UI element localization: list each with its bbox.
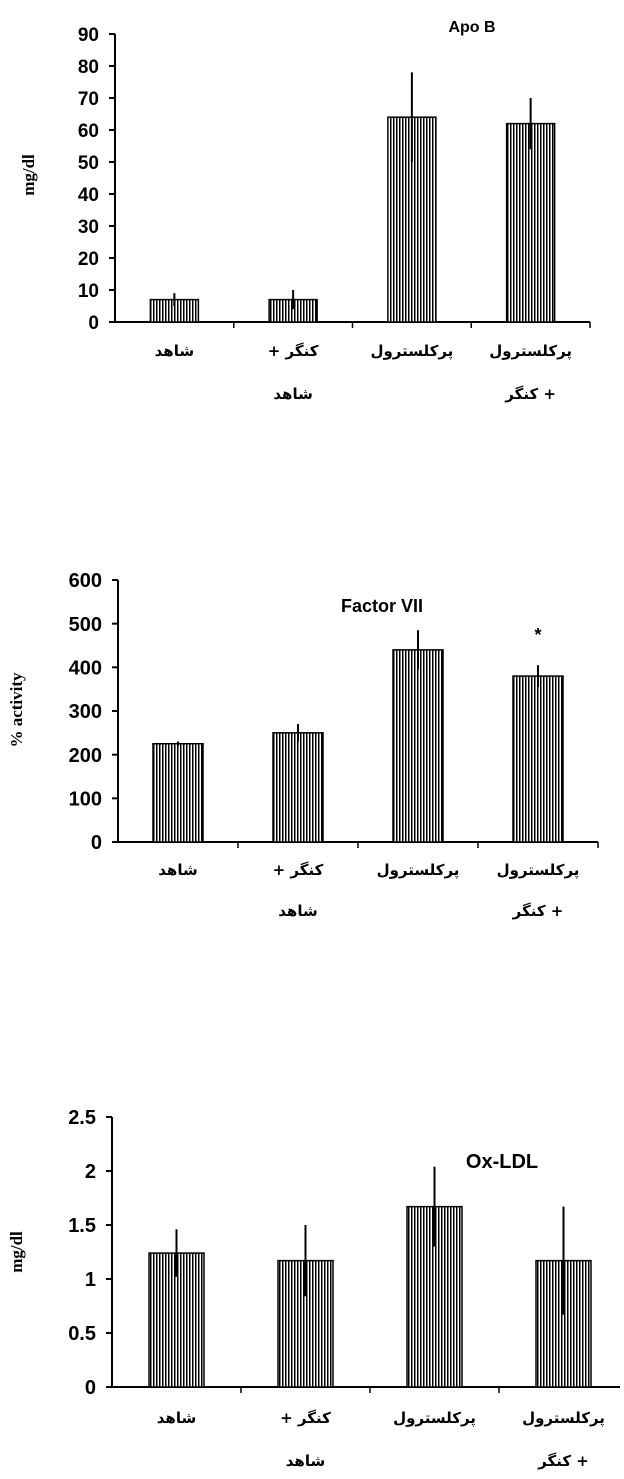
y-tick-label: 80 xyxy=(78,57,99,78)
bar xyxy=(505,122,556,323)
y-tick-label: 20 xyxy=(78,249,99,270)
chart-1: 0 10 20 30 40 50 60 70 80 90 mg/dl Apo B شاهد کنگر + ش… xyxy=(19,19,591,403)
chart-title: Ox-LDL xyxy=(466,1151,538,1173)
bar xyxy=(512,675,564,843)
x-category-label: کنگر + xyxy=(268,342,319,360)
y-tick-label: 0.5 xyxy=(68,1323,96,1345)
y-axis-label: % activity xyxy=(7,672,26,748)
x-category-label: شاهد xyxy=(286,1452,325,1470)
y-tick-label: 1.5 xyxy=(68,1215,96,1237)
y-tick-label: 70 xyxy=(78,89,99,110)
x-category-label: پرکلسترول xyxy=(497,861,580,880)
y-axis-label: mg/dl xyxy=(7,1231,26,1273)
y-axis-label: mg/dl xyxy=(19,154,38,196)
y-tick-label: 600 xyxy=(69,570,102,592)
x-category-label: شاهد xyxy=(157,1409,196,1427)
y-tick-label: 0 xyxy=(85,1377,96,1399)
y-tick-label: 60 xyxy=(78,121,99,142)
y-tick-label: 10 xyxy=(78,281,99,302)
x-category-label: پرکلسترول xyxy=(393,1409,476,1428)
x-category-label: + کنگر xyxy=(537,1452,589,1470)
y-tick-label: 0 xyxy=(91,832,102,854)
y-tick-label: 300 xyxy=(69,701,102,723)
chart-3: 0 0.5 1 1.5 2 2.5 mg/dl Ox-LDL شاهد کنگر + شاهد پرک… xyxy=(7,1107,620,1470)
y-tick-label: 1 xyxy=(85,1269,96,1291)
y-tick-label: 100 xyxy=(69,789,102,811)
bar xyxy=(152,743,204,843)
chart-title: Apo B xyxy=(448,19,495,36)
y-tick-label: 2.5 xyxy=(68,1107,96,1129)
x-category-label: شاهد xyxy=(278,902,317,920)
x-category-label: پرکلسترول xyxy=(370,342,453,361)
y-tick-label: 2 xyxy=(85,1161,96,1183)
y-tick-label: 90 xyxy=(78,25,99,46)
significance-marker: * xyxy=(534,625,541,645)
x-category-label: پرکلسترول xyxy=(377,861,460,880)
x-category-label: کنگر + xyxy=(273,861,324,879)
x-category-label: کنگر + xyxy=(280,1409,331,1427)
y-tick-label: 30 xyxy=(78,217,99,238)
y-tick-label: 40 xyxy=(78,185,99,206)
chart-2: 0 100 200 300 400 500 600 % activity Factor VII ش… xyxy=(7,570,599,920)
x-category-label: پرکلسترول xyxy=(522,1409,605,1428)
x-category-label: شاهد xyxy=(273,385,312,403)
y-tick-label: 0 xyxy=(88,313,99,334)
bar xyxy=(392,649,444,843)
bar xyxy=(272,732,324,843)
y-tick-label: 500 xyxy=(69,614,102,636)
y-tick-label: 50 xyxy=(78,153,99,174)
x-category-label: + کنگر xyxy=(504,385,556,403)
x-category-label: پرکلسترول xyxy=(489,342,572,361)
y-tick-label: 400 xyxy=(69,658,102,680)
chart-title: Factor VII xyxy=(341,596,423,616)
y-tick-label: 200 xyxy=(69,745,102,767)
x-category-label: شاهد xyxy=(158,861,197,879)
x-category-label: شاهد xyxy=(155,342,194,360)
x-category-label: + کنگر xyxy=(512,902,564,920)
